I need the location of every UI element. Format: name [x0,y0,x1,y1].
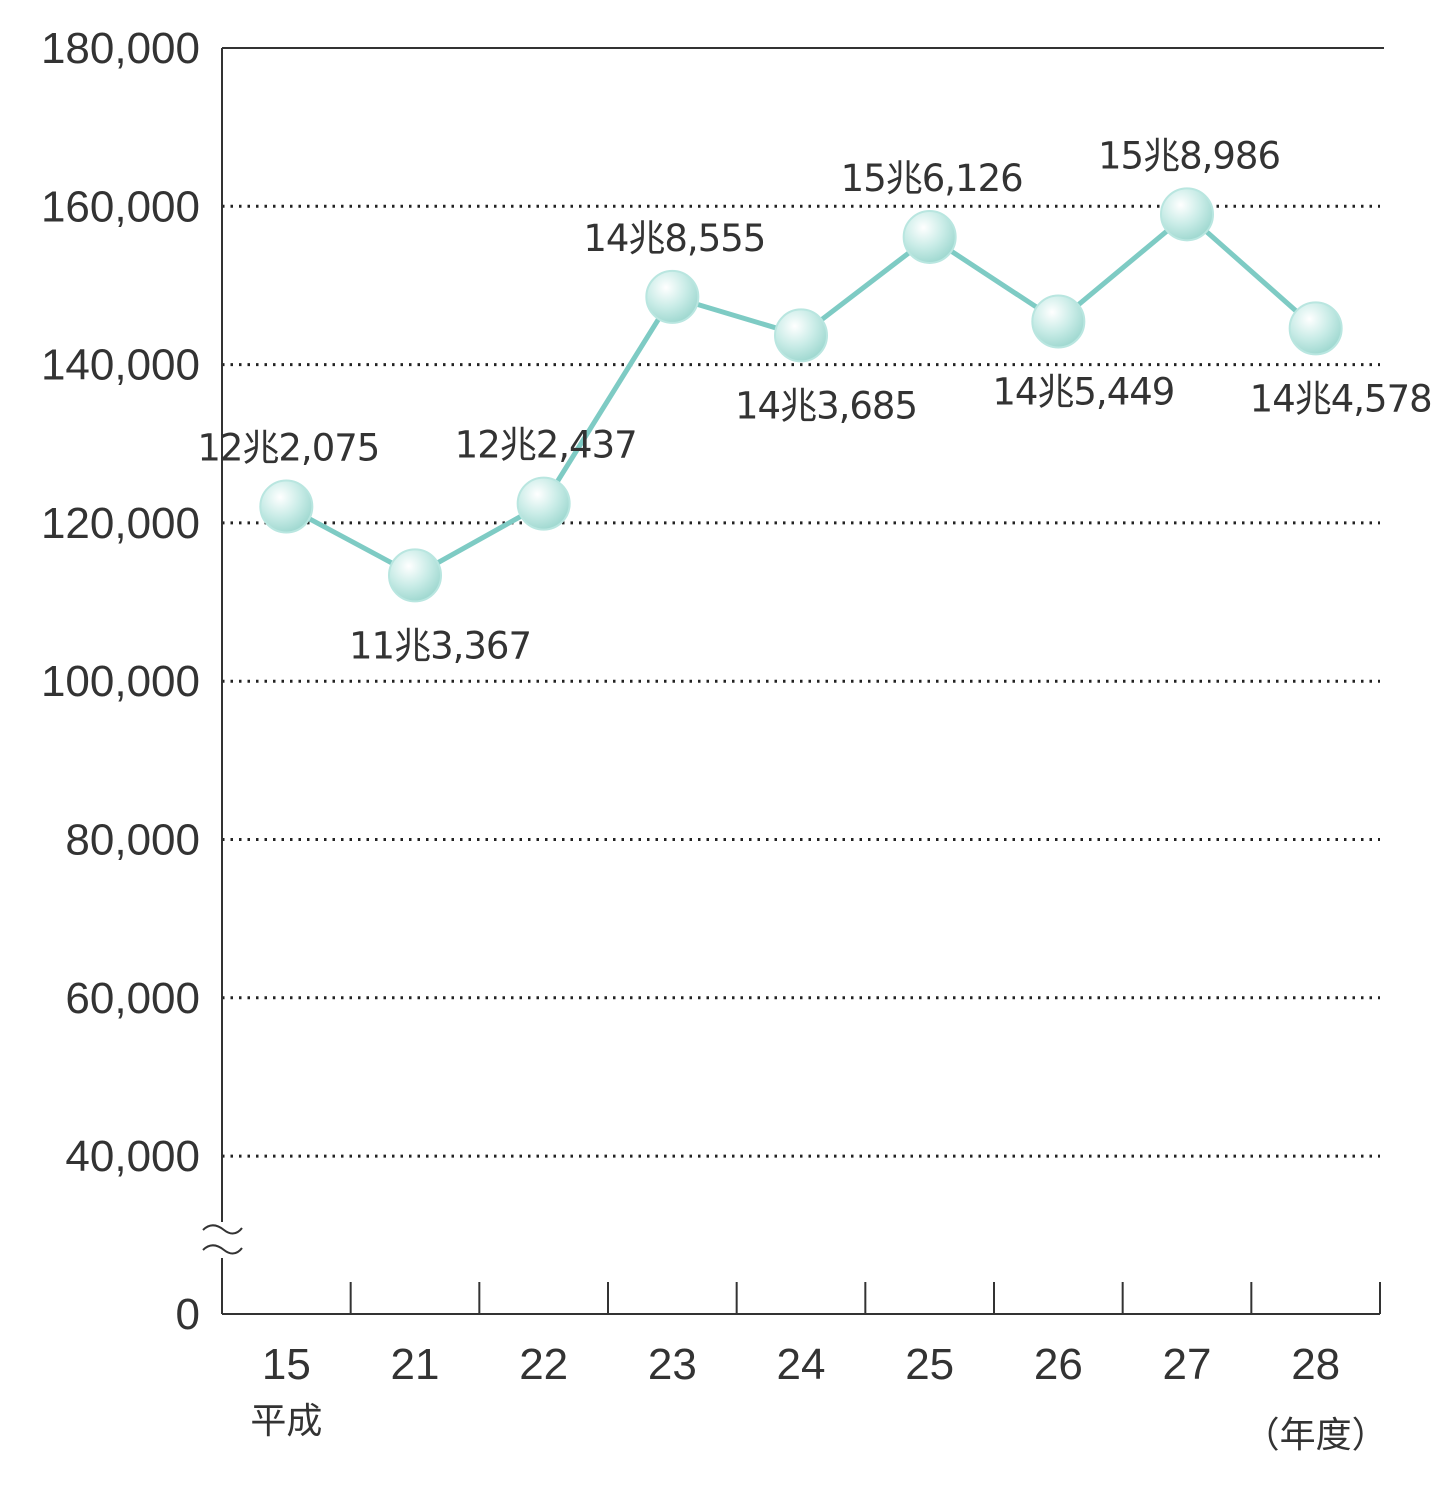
data-label: 14兆3,685 [735,384,917,427]
y-tick-label: 140,000 [41,341,200,390]
x-tick-labels: 15 21 22 23 24 25 26 27 28 平成 （年度） [250,1340,1387,1456]
x-tick-label: 22 [519,1340,568,1389]
data-label: 12兆2,075 [197,426,379,469]
series-line-layer [259,187,1343,603]
data-point [1288,301,1343,356]
x-tick-label: 27 [1163,1340,1212,1389]
data-point [1031,294,1086,349]
data-label: 12兆2,437 [455,424,637,467]
y-tick-label: 40,000 [65,1132,200,1181]
y-tick-label: 60,000 [65,974,200,1023]
x-tick-label: 23 [648,1340,697,1389]
data-label: 14兆8,555 [583,217,765,260]
y-tick-label: 160,000 [41,182,200,231]
y-tick-labels: 0 40,000 60,000 80,000 100,000 120,000 140,000… [41,24,200,1339]
y-tick-label: 100,000 [41,657,200,706]
y-tick-label: 80,000 [65,816,200,865]
x-tick-label: 24 [777,1340,826,1389]
x-tick-label: 26 [1034,1340,1083,1389]
data-label: 14兆5,449 [992,370,1174,413]
axis-break-mark-top [202,1224,243,1235]
data-point [388,548,442,603]
data-point [1160,187,1214,242]
x-tick-label: 21 [391,1340,440,1389]
x-sublabel-unit: （年度） [1244,1415,1388,1456]
x-sublabel-era: 平成 [250,1401,322,1442]
data-point [259,479,314,534]
data-point [516,476,571,531]
data-point [645,269,700,324]
data-label: 11兆3,367 [349,624,531,667]
y-tick-label: 0 [176,1290,200,1339]
data-point [902,209,957,264]
axis-break-mark-bottom [202,1244,243,1255]
data-label: 15兆8,986 [1098,134,1280,177]
grid-lines [222,47,1384,1158]
data-label: 15兆6,126 [841,157,1023,200]
data-label: 14兆4,578 [1250,377,1432,420]
x-tick-label: 15 [262,1340,311,1389]
y-tick-label: 180,000 [41,24,200,73]
axes [202,48,1381,1315]
data-point [774,308,828,363]
x-tick-label: 25 [905,1340,954,1389]
y-tick-label: 120,000 [41,499,200,548]
data-labels: 12兆2,075 11兆3,367 12兆2,437 14兆8,555 14兆3,685… [197,134,1432,667]
x-tick-label: 28 [1291,1340,1340,1389]
